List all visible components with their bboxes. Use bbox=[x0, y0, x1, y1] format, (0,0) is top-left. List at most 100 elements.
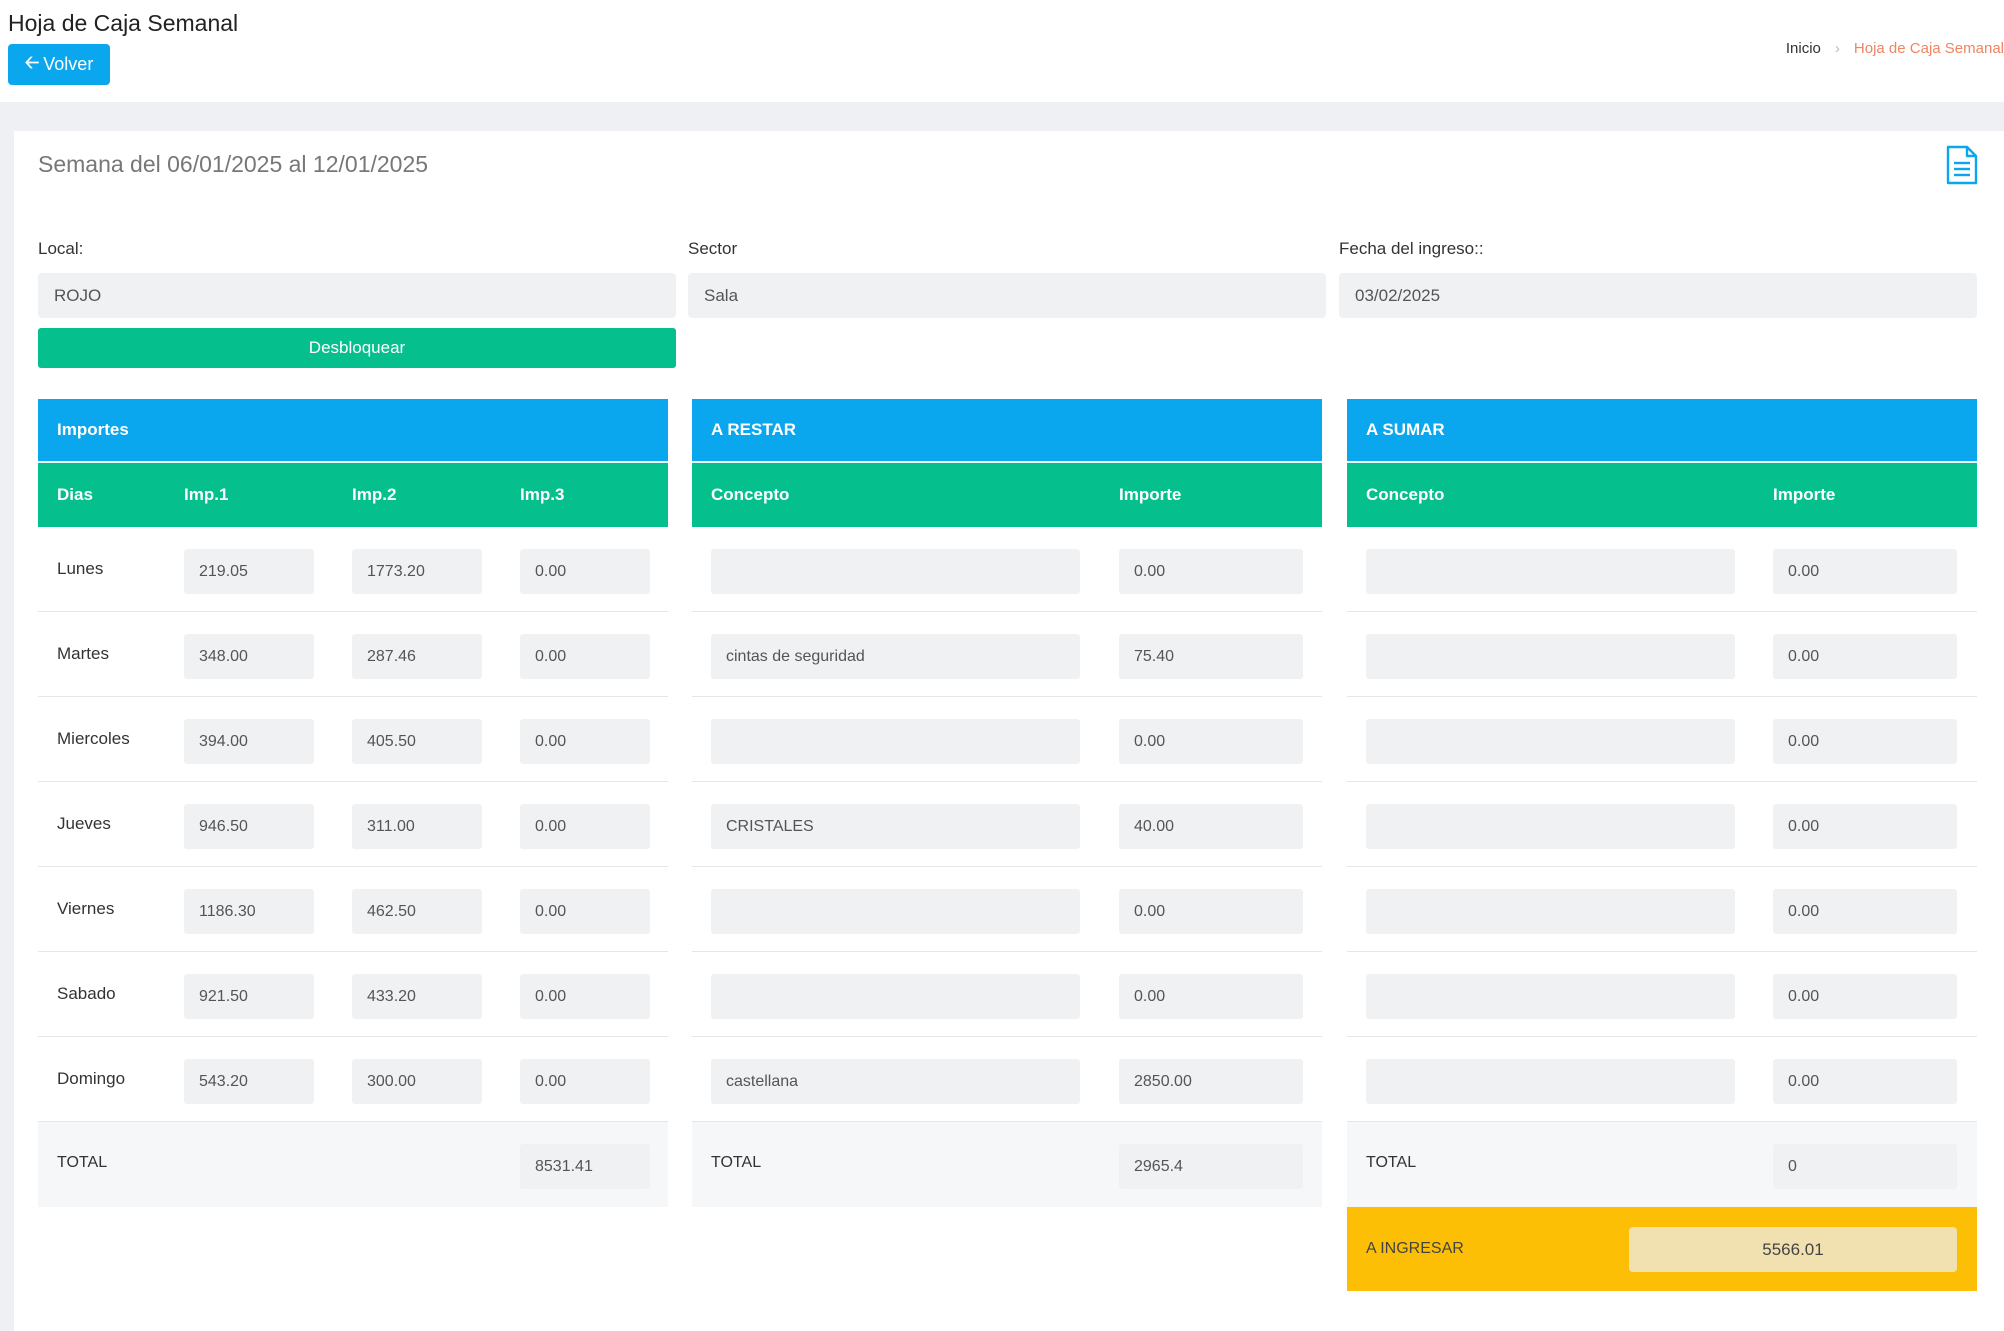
table-row: 0.00 bbox=[692, 697, 1322, 782]
sumar-total-row: TOTAL 0 bbox=[1347, 1122, 1977, 1207]
importe-field[interactable]: 40.00 bbox=[1119, 804, 1303, 849]
imp1-field[interactable]: 921.50 bbox=[184, 974, 314, 1019]
concepto-field[interactable] bbox=[711, 719, 1080, 764]
week-title: Semana del 06/01/2025 al 12/01/2025 bbox=[38, 151, 429, 177]
back-button[interactable]: 🡠 Volver bbox=[8, 44, 110, 85]
table-row: Viernes 1186.30 462.50 0.00 bbox=[38, 867, 668, 952]
table-row: Miercoles 394.00 405.50 0.00 bbox=[38, 697, 668, 782]
sumar-panel: A SUMAR Concepto Importe 0.00 0.00 0.00 0.0… bbox=[1347, 399, 1977, 1291]
imp3-field[interactable]: 0.00 bbox=[520, 804, 650, 849]
fecha-label: Fecha del ingreso:: bbox=[1339, 239, 1484, 258]
restar-total-field[interactable]: 2965.4 bbox=[1119, 1144, 1303, 1189]
concepto-field[interactable]: castellana bbox=[711, 1059, 1080, 1104]
imp3-field[interactable]: 0.00 bbox=[520, 974, 650, 1019]
main-card: Semana del 06/01/2025 al 12/01/2025 Loca… bbox=[14, 131, 2004, 1331]
restar-header-row: Concepto Importe bbox=[692, 463, 1322, 527]
imp1-field[interactable]: 1186.30 bbox=[184, 889, 314, 934]
table-row: 0.00 bbox=[1347, 867, 1977, 952]
concepto-field[interactable] bbox=[1366, 889, 1735, 934]
concepto-field[interactable] bbox=[1366, 634, 1735, 679]
table-row: Lunes 219.05 1773.20 0.00 bbox=[38, 527, 668, 612]
col-concepto: Concepto bbox=[711, 485, 790, 504]
imp2-field[interactable]: 462.50 bbox=[352, 889, 482, 934]
importe-field[interactable]: 0.00 bbox=[1773, 549, 1957, 594]
importe-field[interactable]: 0.00 bbox=[1773, 719, 1957, 764]
importe-field[interactable]: 0.00 bbox=[1119, 889, 1303, 934]
fecha-field[interactable]: 03/02/2025 bbox=[1339, 273, 1977, 318]
importes-panel: Importes Dias Imp.1 Imp.2 Imp.3 Lunes 219… bbox=[38, 399, 668, 1207]
local-field[interactable]: ROJO bbox=[38, 273, 676, 318]
breadcrumb-current: Hoja de Caja Semanal bbox=[1853, 40, 2004, 57]
concepto-field[interactable] bbox=[1366, 719, 1735, 764]
concepto-field[interactable]: CRISTALES bbox=[711, 804, 1080, 849]
table-row: 0.00 bbox=[692, 952, 1322, 1037]
importe-field[interactable]: 2850.00 bbox=[1119, 1059, 1303, 1104]
concepto-field[interactable] bbox=[1366, 1059, 1735, 1104]
importes-header-row: Dias Imp.1 Imp.2 Imp.3 bbox=[38, 463, 668, 527]
back-button-label: Volver bbox=[43, 54, 94, 74]
imp3-field[interactable]: 0.00 bbox=[520, 549, 650, 594]
importe-field[interactable]: 0.00 bbox=[1773, 804, 1957, 849]
concepto-field[interactable] bbox=[1366, 974, 1735, 1019]
sector-field[interactable]: Sala bbox=[688, 273, 1326, 318]
concepto-field[interactable] bbox=[711, 974, 1080, 1019]
table-row: 0.00 bbox=[1347, 612, 1977, 697]
table-row: Domingo 543.20 300.00 0.00 bbox=[38, 1037, 668, 1122]
arrow-left-icon: 🡠 bbox=[24, 51, 40, 72]
document-icon[interactable] bbox=[1945, 145, 1979, 185]
concepto-field[interactable] bbox=[1366, 804, 1735, 849]
day-label: Domingo bbox=[57, 1069, 126, 1088]
a-ingresar-label: A INGRESAR bbox=[1366, 1240, 1464, 1257]
breadcrumb-home[interactable]: Inicio bbox=[1785, 40, 1821, 57]
col-concepto: Concepto bbox=[1366, 485, 1445, 504]
importe-field[interactable]: 0.00 bbox=[1773, 1059, 1957, 1104]
restar-title: A RESTAR bbox=[692, 399, 1322, 463]
table-row: 0.00 bbox=[1347, 697, 1977, 782]
importe-field[interactable]: 0.00 bbox=[1119, 549, 1303, 594]
imp1-field[interactable]: 348.00 bbox=[184, 634, 314, 679]
table-row: 0.00 bbox=[1347, 527, 1977, 612]
importes-title: Importes bbox=[38, 399, 668, 463]
table-row: CRISTALES 40.00 bbox=[692, 782, 1322, 867]
imp3-field[interactable]: 0.00 bbox=[520, 889, 650, 934]
a-ingresar-row: A INGRESAR 5566.01 bbox=[1347, 1207, 1977, 1291]
imp1-field[interactable]: 946.50 bbox=[184, 804, 314, 849]
imp2-field[interactable]: 1773.20 bbox=[352, 549, 482, 594]
table-row: Martes 348.00 287.46 0.00 bbox=[38, 612, 668, 697]
imp2-field[interactable]: 287.46 bbox=[352, 634, 482, 679]
sumar-total-field[interactable]: 0 bbox=[1773, 1144, 1957, 1189]
importe-field[interactable]: 0.00 bbox=[1119, 974, 1303, 1019]
concepto-field[interactable] bbox=[711, 889, 1080, 934]
importe-field[interactable]: 0.00 bbox=[1773, 634, 1957, 679]
importes-total-field[interactable]: 8531.41 bbox=[520, 1144, 650, 1189]
imp1-field[interactable]: 543.20 bbox=[184, 1059, 314, 1104]
imp1-field[interactable]: 394.00 bbox=[184, 719, 314, 764]
importe-field[interactable]: 0.00 bbox=[1119, 719, 1303, 764]
concepto-field[interactable] bbox=[711, 549, 1080, 594]
sumar-header-row: Concepto Importe bbox=[1347, 463, 1977, 527]
breadcrumb: Inicio › Hoja de Caja Semanal bbox=[1786, 40, 2004, 57]
imp2-field[interactable]: 405.50 bbox=[352, 719, 482, 764]
imp2-field[interactable]: 311.00 bbox=[352, 804, 482, 849]
concepto-field[interactable]: cintas de seguridad bbox=[711, 634, 1080, 679]
table-row: cintas de seguridad 75.40 bbox=[692, 612, 1322, 697]
imp3-field[interactable]: 0.00 bbox=[520, 719, 650, 764]
day-label: Viernes bbox=[57, 899, 115, 918]
col-imp1: Imp.1 bbox=[184, 485, 229, 504]
a-ingresar-field[interactable]: 5566.01 bbox=[1629, 1227, 1957, 1272]
unlock-button[interactable]: Desbloquear bbox=[38, 328, 676, 368]
imp1-field[interactable]: 219.05 bbox=[184, 549, 314, 594]
day-label: Lunes bbox=[57, 559, 104, 578]
top-bar: Hoja de Caja Semanal 🡠 Volver Inicio › H… bbox=[0, 0, 2004, 102]
imp2-field[interactable]: 300.00 bbox=[352, 1059, 482, 1104]
importe-field[interactable]: 0.00 bbox=[1773, 974, 1957, 1019]
page-title: Hoja de Caja Semanal bbox=[8, 10, 239, 36]
importe-field[interactable]: 75.40 bbox=[1119, 634, 1303, 679]
concepto-field[interactable] bbox=[1366, 549, 1735, 594]
day-label: Martes bbox=[57, 644, 109, 663]
imp3-field[interactable]: 0.00 bbox=[520, 634, 650, 679]
restar-total-row: TOTAL 2965.4 bbox=[692, 1122, 1322, 1207]
importe-field[interactable]: 0.00 bbox=[1773, 889, 1957, 934]
imp3-field[interactable]: 0.00 bbox=[520, 1059, 650, 1104]
imp2-field[interactable]: 433.20 bbox=[352, 974, 482, 1019]
